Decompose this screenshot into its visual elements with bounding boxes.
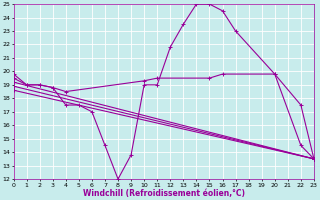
- X-axis label: Windchill (Refroidissement éolien,°C): Windchill (Refroidissement éolien,°C): [83, 189, 245, 198]
